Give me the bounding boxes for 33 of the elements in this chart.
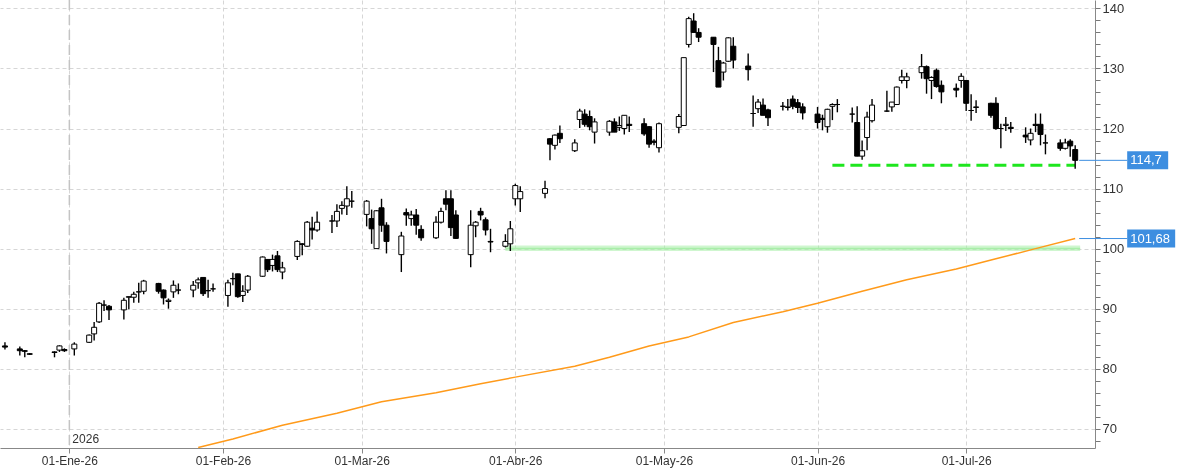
candlestick	[433, 215, 440, 240]
x-tick-label: 01-Ene-26	[41, 453, 99, 468]
annotation: 114,7	[1130, 152, 1162, 168]
candlestick	[542, 180, 549, 199]
y-tick-label: 100	[1102, 241, 1125, 257]
candlestick	[106, 304, 112, 321]
x-tick-label: 01-May-26	[635, 453, 694, 468]
x-tick-label: 01-Mar-26	[334, 453, 391, 468]
y-tick-label: 70	[1102, 421, 1117, 437]
ref-line-label: 2026	[72, 432, 100, 446]
x-tick-label: 01-Feb-26	[195, 453, 252, 468]
annotation: 101,68	[1130, 230, 1170, 246]
line-series	[197, 237, 1076, 449]
x-tick-label: 01-Jun-26	[791, 453, 846, 468]
candlestick	[1042, 133, 1049, 156]
y-tick-label: 110	[1102, 181, 1124, 197]
y-tick-label: 90	[1102, 301, 1117, 317]
candlestick	[343, 185, 350, 216]
candlestick	[745, 52, 752, 82]
candlestick	[1, 341, 8, 351]
candlestick	[512, 183, 519, 207]
y-tick-label: 140	[1102, 0, 1125, 16]
candlestick	[120, 297, 127, 321]
candlestick	[814, 106, 821, 130]
y-tick-label: 130	[1102, 60, 1125, 76]
x-tick-label: 01-Abr-26	[489, 453, 543, 468]
y-tick-label: 80	[1102, 361, 1117, 377]
candlestick	[398, 231, 405, 273]
y-tick-label: 120	[1102, 121, 1125, 137]
x-tick-label: 01-Jul-26	[941, 453, 993, 468]
candlestick	[556, 124, 563, 144]
candlestick	[244, 274, 251, 294]
candlestick	[210, 282, 217, 293]
